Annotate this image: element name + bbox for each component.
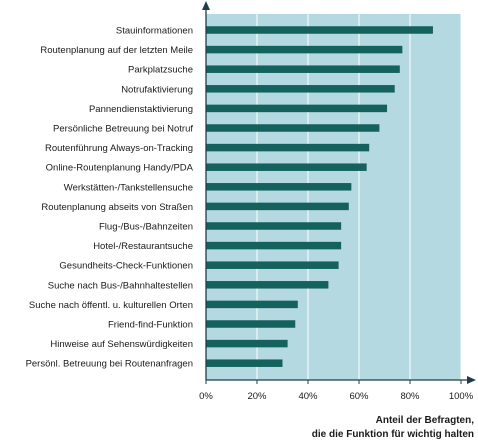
x-tick-label: 40% [298, 391, 318, 402]
bar [206, 241, 342, 250]
category-label: Gesundheits-Check-Funktionen [59, 261, 193, 272]
y-axis-arrow [202, 1, 210, 10]
axes [202, 1, 476, 384]
bars [206, 26, 433, 367]
bar [206, 339, 288, 348]
bar [206, 261, 339, 269]
category-label: Suche nach öffentl. u. kulturellen Orten [29, 300, 193, 311]
x-axis-title: Anteil der Befragten, die die Funktion f… [214, 414, 474, 442]
bar [206, 359, 283, 367]
category-label: Notrufaktivierung [121, 84, 193, 95]
category-label: Pannendienstaktivierung [89, 104, 193, 115]
category-label: Routenführung Always-on-Tracking [45, 143, 193, 154]
bar [206, 65, 400, 73]
bar [206, 45, 403, 54]
category-label: Persönl. Betreuung bei Routenanfragen [26, 359, 193, 370]
x-tick-label: 80% [400, 391, 420, 402]
x-tick-label: 20% [247, 391, 267, 402]
category-labels: Stauinformationen Routenplanung auf der l… [26, 26, 194, 370]
x-tick-label: 0% [199, 391, 213, 402]
gridlines [256, 14, 462, 380]
bar [206, 202, 349, 211]
category-label: Stauinformationen [116, 26, 193, 37]
x-tick-label: 60% [349, 391, 369, 402]
category-label: Werkstätten-/Tankstellensuche [64, 182, 193, 193]
x-tick-label: 100% [449, 391, 474, 402]
category-label: Suche nach Bus-/Bahnhaltestellen [48, 280, 193, 291]
category-label: Flug-/Bus-/Bahnzeiten [99, 222, 193, 233]
bar [206, 222, 342, 230]
category-label: Online-Routenplanung Handy/PDA [46, 163, 194, 174]
bar [206, 183, 352, 191]
x-tick-labels: 0% 20% 40% 60% 80% 100% [199, 391, 474, 402]
category-label: Parkplatzsuche [128, 65, 193, 76]
bar [206, 26, 433, 34]
category-label: Hinweise auf Sehenswürdigkeiten [50, 339, 193, 350]
category-label: Hotel-/Restaurantsuche [93, 241, 193, 252]
bar [206, 320, 296, 328]
bar [206, 85, 395, 93]
category-label: Friend-find-Funktion [108, 320, 193, 331]
bar [206, 300, 298, 309]
x-axis-title-line-2: die die Funktion für wichtig halten [311, 429, 474, 440]
category-label: Persönliche Betreuung bei Notruf [53, 124, 193, 135]
category-label: Routenplanung auf der letzten Meile [40, 45, 193, 56]
plot-area-background [206, 14, 461, 380]
bar [206, 281, 329, 289]
bar [206, 163, 367, 171]
bar [206, 104, 388, 113]
x-axis-arrow [467, 376, 476, 384]
bar [206, 143, 370, 152]
category-label: Routenplanung abseits von Straßen [41, 202, 193, 213]
x-axis-title-line-1: Anteil der Befragten, [375, 415, 474, 426]
bar [206, 124, 380, 132]
